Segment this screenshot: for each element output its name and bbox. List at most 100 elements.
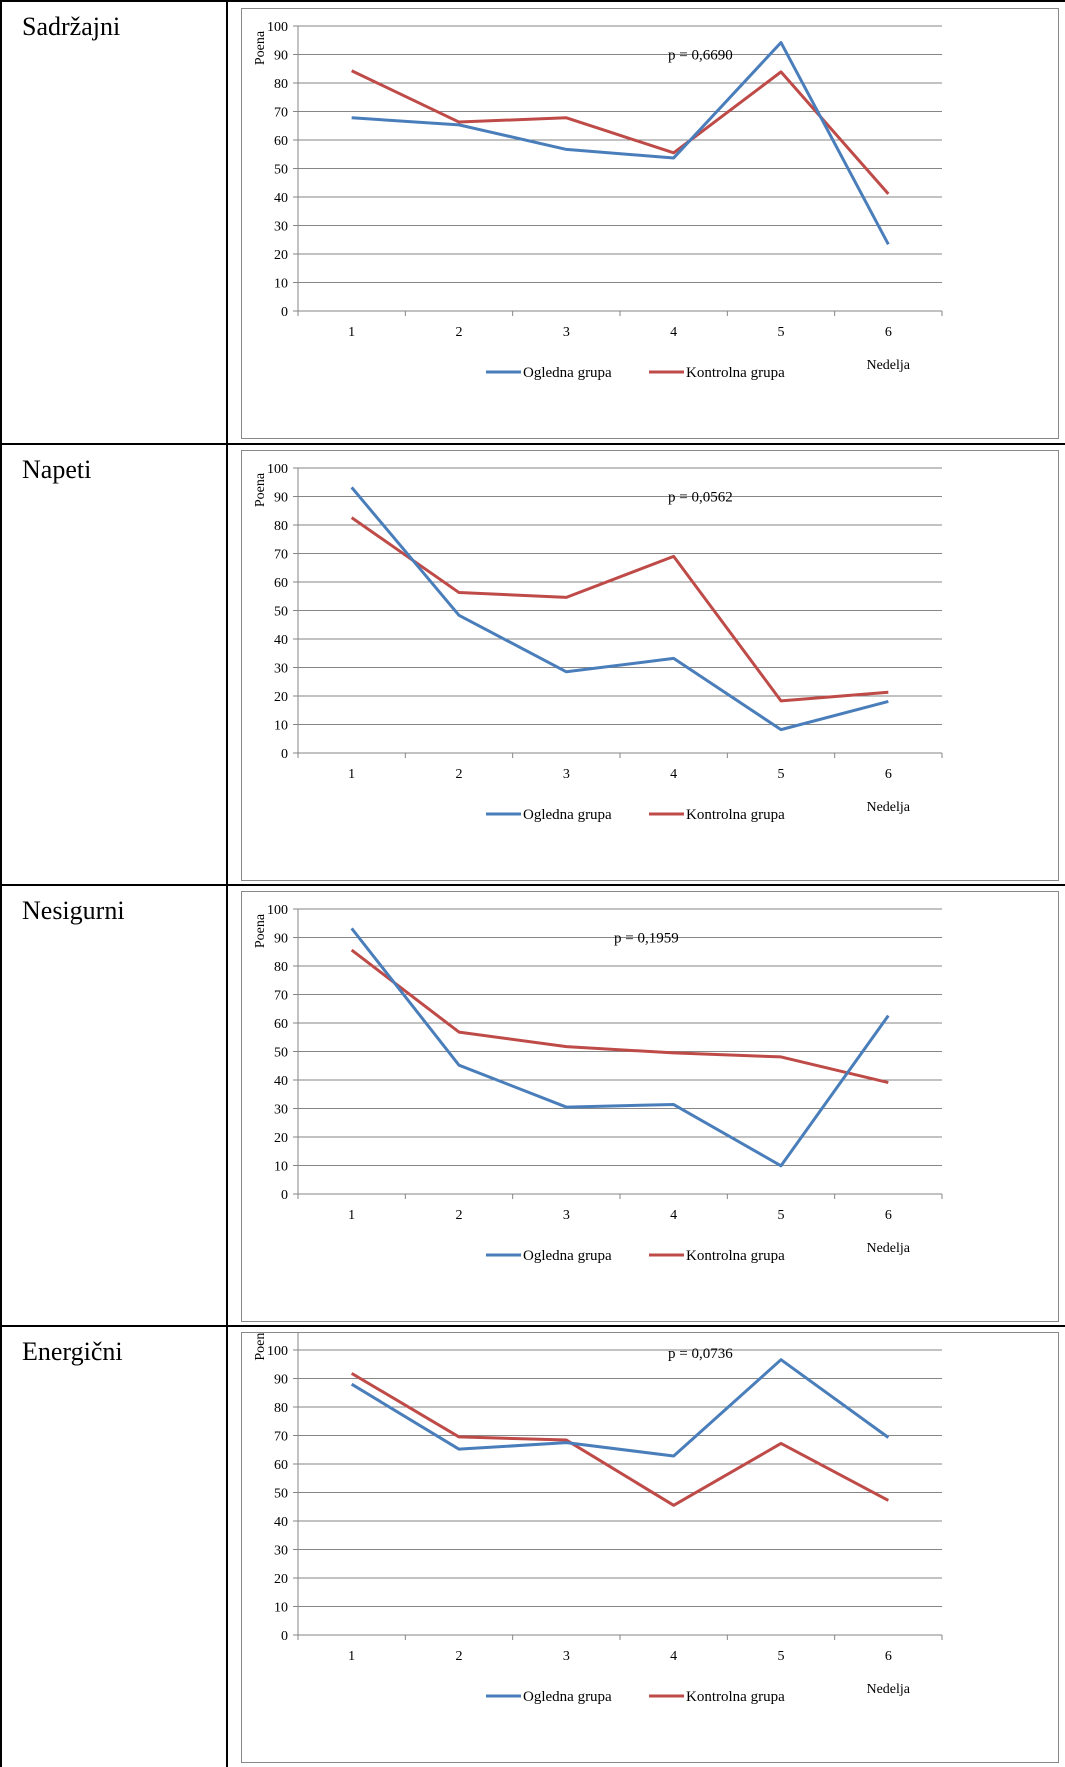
- y-tick-label: 30: [274, 1544, 288, 1559]
- chart-sadrzajni: 0 10 20 30 40 50 60 70 80 90 100 1 2 3 4 5 6 Poena Nedelja…: [241, 8, 1059, 439]
- y-tick-label: 90: [274, 1373, 288, 1388]
- y-tick-label: 20: [274, 690, 288, 705]
- legend-label: Ogledna grupa: [523, 807, 612, 823]
- y-tick-label: 60: [274, 1458, 288, 1473]
- series-line: [350, 927, 890, 1168]
- p-value-annotation: p = 0,6690: [668, 48, 733, 64]
- table-top-border: [0, 0, 1065, 2]
- y-tick-label: 10: [274, 277, 288, 292]
- y-axis-label: Poena: [253, 1333, 268, 1361]
- chart-napeti: 0 10 20 30 40 50 60 70 80 90 100 1 2 3 4 5 6 Poena Nedelja…: [241, 450, 1059, 881]
- x-tick-label: 1: [348, 1649, 355, 1664]
- y-tick-label: 90: [274, 491, 288, 506]
- row-label-napeti: Napeti: [22, 455, 92, 484]
- y-axis-label: Poena: [253, 913, 268, 948]
- series-line: [350, 486, 889, 732]
- y-tick-label: 30: [274, 220, 288, 235]
- x-tick-label: 5: [778, 325, 785, 340]
- y-tick-label: 70: [274, 548, 288, 563]
- x-tick-label: 5: [778, 767, 785, 782]
- x-tick-label: 4: [670, 1208, 677, 1223]
- y-tick-label: 100: [267, 462, 288, 477]
- y-tick-label: 0: [281, 747, 288, 762]
- x-tick-label: 1: [348, 1208, 355, 1223]
- y-tick-label: 100: [267, 1344, 288, 1359]
- x-tick-label: 3: [563, 1649, 570, 1664]
- y-tick-label: 20: [274, 248, 288, 263]
- y-tick-label: 40: [274, 633, 288, 648]
- y-tick-label: 50: [274, 1046, 288, 1061]
- y-tick-label: 10: [274, 1601, 288, 1616]
- legend-label: Kontrolna grupa: [686, 1689, 785, 1705]
- y-tick-label: 50: [274, 163, 288, 178]
- chart-energicni: 0102030405060708090100110123456PoenaNede…: [241, 1332, 1059, 1763]
- y-tick-label: 70: [274, 989, 288, 1004]
- x-tick-label: 2: [456, 767, 463, 782]
- y-tick-label: 30: [274, 662, 288, 677]
- y-tick-label: 80: [274, 519, 288, 534]
- x-tick-label: 6: [885, 1649, 892, 1664]
- y-tick-label: 80: [274, 77, 288, 92]
- y-tick-label: 90: [274, 932, 288, 947]
- table-row-divider: [0, 1325, 1065, 1327]
- table-left-border: [0, 0, 2, 1767]
- table-row-divider: [0, 884, 1065, 886]
- y-tick-label: 10: [274, 1160, 288, 1175]
- p-value-annotation: p = 0,0562: [668, 490, 733, 506]
- x-tick-label: 1: [348, 767, 355, 782]
- series-line: [351, 69, 890, 195]
- p-value-annotation: p = 0,0736: [668, 1346, 733, 1362]
- y-tick-label: 60: [274, 134, 288, 149]
- y-tick-label: 0: [281, 1629, 288, 1644]
- legend-label: Kontrolna grupa: [686, 807, 785, 823]
- y-axis-label: Poena: [253, 30, 268, 65]
- chart-nesigurni: 0 10 20 30 40 50 60 70 80 90 100 1 2 3 4 5 6 Poena Nedelja…: [241, 891, 1059, 1322]
- row-label-nesigurni: Nesigurni: [22, 896, 125, 925]
- x-tick-label: 3: [563, 325, 570, 340]
- y-tick-label: 0: [281, 1188, 288, 1203]
- legend-label: Ogledna grupa: [523, 1689, 612, 1705]
- x-tick-label: 4: [670, 325, 677, 340]
- x-axis-label: Nedelja: [866, 800, 910, 815]
- series-line: [350, 516, 889, 703]
- table-row-divider: [0, 443, 1065, 445]
- series-line: [350, 948, 889, 1085]
- x-tick-label: 3: [563, 767, 570, 782]
- y-tick-label: 70: [274, 106, 288, 121]
- x-axis-label: Nedelja: [866, 1241, 910, 1256]
- x-tick-label: 2: [456, 1649, 463, 1664]
- x-tick-label: 6: [885, 1208, 892, 1223]
- x-tick-label: 5: [778, 1208, 785, 1223]
- y-tick-label: 20: [274, 1572, 288, 1587]
- x-axis-label: Nedelja: [866, 1682, 910, 1697]
- y-tick-label: 0: [281, 305, 288, 320]
- y-tick-label: 60: [274, 1017, 288, 1032]
- x-tick-label: 6: [885, 325, 892, 340]
- p-value-annotation: p = 0,1959: [614, 931, 679, 947]
- x-axis-label: Nedelja: [866, 358, 910, 373]
- x-tick-label: 4: [670, 767, 677, 782]
- x-tick-label: 3: [563, 1208, 570, 1223]
- y-tick-label: 70: [274, 1430, 288, 1445]
- y-tick-label: 30: [274, 1103, 288, 1118]
- y-tick-label: 60: [274, 576, 288, 591]
- y-tick-label: 90: [274, 49, 288, 64]
- y-tick-label: 50: [274, 1487, 288, 1502]
- x-tick-label: 2: [456, 325, 463, 340]
- y-tick-label: 10: [274, 719, 288, 734]
- x-tick-label: 6: [885, 767, 892, 782]
- y-tick-label: 40: [274, 1074, 288, 1089]
- legend-label: Ogledna grupa: [523, 1248, 612, 1264]
- table-column-divider: [226, 0, 228, 1767]
- y-tick-label: 80: [274, 1401, 288, 1416]
- y-tick-label: 20: [274, 1131, 288, 1146]
- y-tick-label: 100: [267, 903, 288, 918]
- y-axis-label: Poena: [253, 472, 268, 507]
- series-line: [350, 1372, 890, 1507]
- series-line: [350, 1358, 890, 1458]
- row-label-energicni: Energični: [22, 1337, 123, 1366]
- x-tick-label: 5: [778, 1649, 785, 1664]
- y-tick-label: 80: [274, 960, 288, 975]
- legend-label: Kontrolna grupa: [686, 1248, 785, 1264]
